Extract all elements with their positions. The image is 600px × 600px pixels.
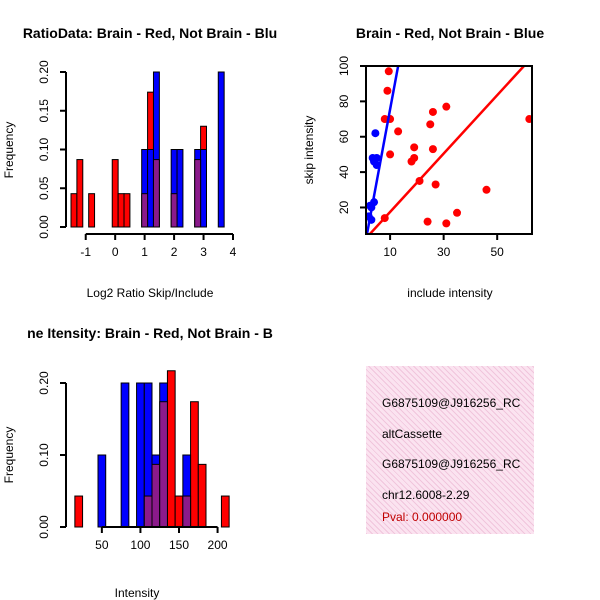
- hist1-x-tick-label: 4: [230, 245, 237, 259]
- hist1-bar-overlap: [194, 159, 202, 228]
- scatter-frame: [365, 65, 533, 235]
- hist2-bar-brain: [197, 463, 207, 528]
- hist1-chart: -1 0 1 2 3 4 0.00 0.05 0.10 0.15 0.20: [37, 60, 237, 259]
- hist2-xlabel: Intensity: [115, 586, 160, 600]
- hist2-bar-overlap: [182, 495, 192, 528]
- scatter-x-tick-label: 50: [491, 245, 505, 259]
- hist1-y-tick-label: 0.20: [37, 60, 51, 84]
- info-event-type: altCassette: [382, 427, 443, 441]
- scatter-point-brain: [386, 150, 395, 159]
- hist1-bar-overlap: [141, 193, 149, 228]
- hist2-bar-overlap: [143, 495, 153, 528]
- fit-line-brain: [368, 66, 525, 234]
- scatter-point-brain: [407, 157, 416, 166]
- hist2-bar-brain: [166, 370, 176, 528]
- hist2-bar-not-brain: [97, 454, 107, 528]
- hist1-ylabel: Frequency: [2, 122, 16, 179]
- hist1-y-tick-label: 0.10: [37, 137, 51, 161]
- hist2-y-tick-label: 0.20: [37, 371, 51, 395]
- hist1-title: RatioData: Brain - Red, Not Brain - Blu: [23, 25, 277, 41]
- hist2-ylabel: Frequency: [2, 427, 16, 484]
- scatter-x-tick-label: 10: [383, 245, 397, 259]
- hist1-bar-brain: [123, 193, 131, 228]
- hist2-bar-brain: [74, 495, 84, 528]
- hist1-x-tick-label: -1: [80, 245, 91, 259]
- hist2-bar-overlap: [151, 463, 161, 528]
- scatter-plot-area: [366, 66, 532, 234]
- hist2-x-tick-label: 200: [208, 538, 228, 552]
- scatter-point-brain: [428, 145, 437, 154]
- scatter-point-brain: [426, 120, 435, 129]
- scatter-point-brain: [410, 143, 419, 152]
- hist1-y-tick-label: 0.15: [37, 99, 51, 123]
- hist1-x-tick-label: 2: [171, 245, 178, 259]
- scatter-ylabel: skip intensity: [302, 116, 316, 185]
- scatter-point-brain: [453, 208, 462, 217]
- hist2-bar-brain: [190, 401, 199, 528]
- scatter-point-brain: [482, 185, 491, 194]
- hist1-x-tick-label: 0: [112, 245, 119, 259]
- hist1-x-tick-label: 1: [141, 245, 148, 259]
- scatter-y-tick-label: 20: [337, 200, 351, 214]
- scatter-point-brain: [431, 180, 440, 189]
- scatter-point-not-brain: [371, 129, 380, 138]
- hist1-y-tick-label: 0.00: [37, 215, 51, 239]
- hist2-y-tick-label: 0.10: [37, 443, 51, 467]
- hist2-bar-not-brain: [120, 382, 130, 528]
- hist1-bar-brain: [88, 193, 96, 228]
- scatter-point-brain: [384, 67, 393, 76]
- hist1-xlabel: Log2 Ratio Skip/Include: [87, 286, 214, 300]
- hist1-bar-brain: [117, 193, 125, 228]
- hist1-bar-not-brain: [217, 71, 225, 228]
- hist1-bar-not-brain: [147, 149, 154, 228]
- hist1-x-tick-label: 3: [200, 245, 207, 259]
- scatter-chart: 10 30 50 20 40 60 80 100: [337, 56, 533, 259]
- hist1-y-tick-label: 0.05: [37, 176, 51, 200]
- scatter-point-brain: [383, 86, 392, 95]
- hist2-bar-not-brain: [136, 382, 145, 528]
- scatter-y-tick-label: 40: [337, 165, 351, 179]
- hist2-y-tick-label: 0.00: [37, 515, 51, 539]
- hist1-bar-overlap: [170, 193, 178, 228]
- scatter-y-tick-label: 100: [337, 56, 351, 76]
- hist2-title: ne Itensity: Brain - Red, Not Brain - B: [27, 325, 273, 341]
- scatter-point-brain: [428, 107, 437, 116]
- hist2-bar-brain: [174, 495, 184, 528]
- hist2-x-tick-label: 50: [95, 538, 109, 552]
- fit-line-not-brain: [366, 66, 400, 234]
- hist1-bar-brain: [76, 159, 84, 228]
- scatter-x-tick-label: 30: [437, 245, 451, 259]
- scatter-point-brain: [394, 127, 403, 136]
- hist2-bar-brain: [220, 495, 230, 528]
- hist1-bar-overlap: [152, 159, 160, 228]
- hist1-bar-not-brain: [176, 149, 184, 228]
- info-gene-id-2: G6875109@J916256_RC: [382, 457, 521, 471]
- info-location: chr12.6008-2.29: [382, 488, 470, 502]
- hist1-bar-not-brain: [200, 149, 207, 228]
- info-panel: G6875109@J916256_RC altCassette G6875109…: [366, 366, 534, 534]
- scatter-point-not-brain: [372, 153, 381, 162]
- hist2-x-tick-label: 150: [169, 538, 189, 552]
- scatter-y-tick-label: 80: [337, 94, 351, 108]
- scatter-point-brain: [442, 102, 451, 111]
- scatter-point-brain: [442, 219, 451, 228]
- info-gene-id: G6875109@J916256_RC: [382, 396, 521, 410]
- scatter-point-brain: [423, 217, 432, 226]
- scatter-xlabel: include intensity: [407, 286, 492, 300]
- hist2-chart: 50 100 150 200 0.00 0.10 0.20: [37, 370, 230, 552]
- scatter-title: Brain - Red, Not Brain - Blue: [356, 25, 544, 41]
- hist2-x-tick-label: 100: [130, 538, 150, 552]
- scatter-point-brain: [525, 115, 532, 124]
- info-pval: Pval: 0.000000: [382, 510, 463, 524]
- hist1-bar-brain: [111, 159, 119, 228]
- hist1-bar-brain: [70, 193, 78, 228]
- hist2-bar-overlap: [159, 401, 168, 528]
- scatter-y-tick-label: 60: [337, 130, 351, 144]
